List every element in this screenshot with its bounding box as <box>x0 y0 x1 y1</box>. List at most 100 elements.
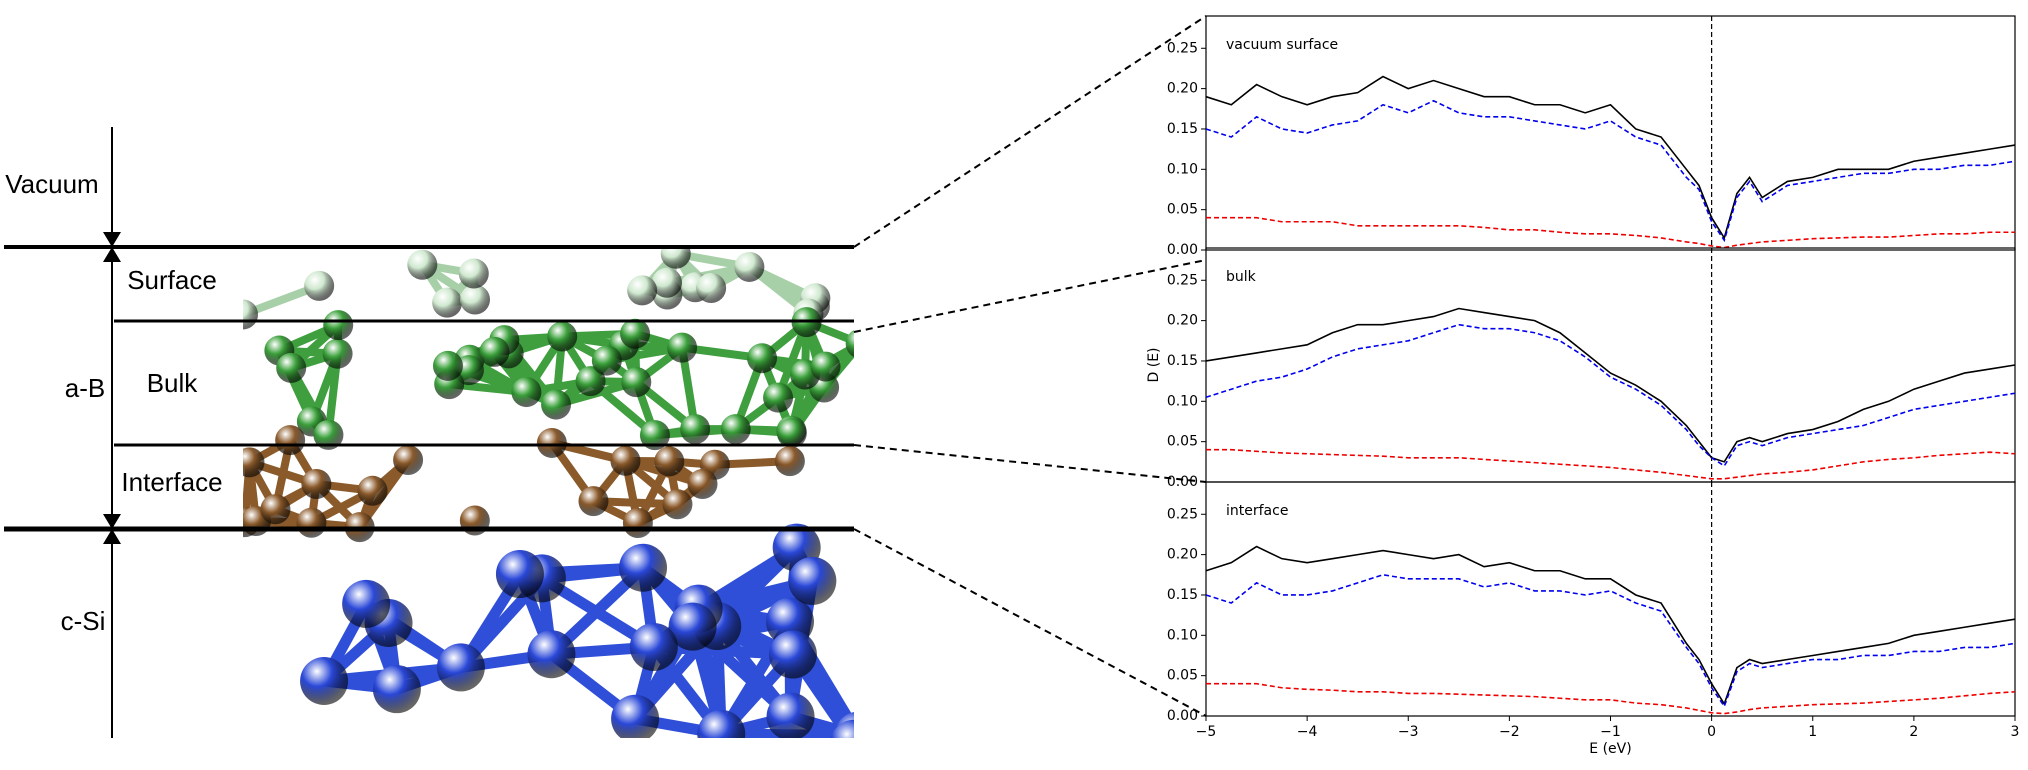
atom <box>323 310 354 341</box>
y-tick-label: 0.20 <box>1167 81 1198 97</box>
x-tick-label: 2 <box>1909 724 1918 740</box>
x-tick-label: 1 <box>1808 724 1817 740</box>
atom <box>654 446 685 477</box>
y-tick-label: 0.00 <box>1167 474 1198 490</box>
layer-label: c-Si <box>61 606 106 636</box>
y-tick-label: 0.10 <box>1167 627 1198 643</box>
y-tick-label: 0.25 <box>1167 506 1198 522</box>
layer-label: Bulk <box>147 368 199 398</box>
dos-line <box>1205 99 2016 243</box>
atom <box>619 543 668 592</box>
atom <box>662 489 693 520</box>
y-tick-label: 0.05 <box>1167 434 1198 450</box>
atom <box>436 643 485 692</box>
layer-lines <box>4 127 854 738</box>
dos-line <box>1205 323 2016 467</box>
atom <box>296 507 327 538</box>
atom <box>479 336 510 367</box>
atom <box>393 445 424 476</box>
y-tick-label: 0.15 <box>1167 121 1198 137</box>
atom <box>322 338 353 369</box>
atom <box>620 318 651 349</box>
x-tick-label: 0 <box>1707 724 1716 740</box>
x-tick-label: −3 <box>1398 724 1419 740</box>
layer-label: Vacuum <box>5 169 98 199</box>
atom <box>313 419 344 450</box>
atom <box>622 507 653 538</box>
atom <box>629 622 678 671</box>
atom <box>810 351 841 382</box>
atom <box>527 630 576 679</box>
dos-line <box>1206 448 2016 480</box>
atom <box>639 420 670 451</box>
atom <box>407 249 438 280</box>
y-tick-label: 0.00 <box>1167 242 1198 258</box>
connector <box>853 444 1207 483</box>
dos-line <box>1205 75 2016 240</box>
atom <box>243 299 259 330</box>
dos-line <box>1206 682 2016 715</box>
y-tick-label: 0.20 <box>1167 547 1198 563</box>
atom <box>610 445 641 476</box>
atom <box>696 272 727 303</box>
atom <box>460 284 491 315</box>
panel-annotation: vacuum surface <box>1226 37 1338 53</box>
zoom-connectors <box>853 15 1207 717</box>
atom <box>578 486 609 517</box>
panel-annotation: bulk <box>1226 269 1257 285</box>
y-tick-label: 0.25 <box>1167 40 1198 56</box>
dos-line <box>1206 216 2015 249</box>
atom <box>788 556 837 605</box>
atom <box>621 367 652 398</box>
plot-frame <box>1205 15 2016 251</box>
atom <box>575 366 606 397</box>
atom <box>845 330 854 358</box>
y-tick-label: 0.20 <box>1167 313 1198 329</box>
atom <box>611 694 660 738</box>
atom <box>774 446 805 477</box>
atom <box>768 630 817 679</box>
atom <box>660 247 691 269</box>
dos-line <box>1205 545 2016 706</box>
atom <box>668 602 717 651</box>
atom <box>276 352 307 383</box>
layer-label: a-B <box>65 373 105 403</box>
atom <box>300 657 349 706</box>
y-tick-label: 0.00 <box>1167 708 1198 724</box>
x-tick-label: 3 <box>2011 724 2020 740</box>
connector <box>853 15 1207 248</box>
plot-frame <box>1205 247 2016 483</box>
atom <box>747 343 778 374</box>
y-tick-label: 0.10 <box>1167 161 1198 177</box>
x-tick-label: −2 <box>1499 724 1520 740</box>
atom <box>627 275 658 306</box>
atom <box>511 377 542 408</box>
layer-label: Interface <box>121 467 222 497</box>
atom <box>547 321 578 352</box>
atom <box>243 447 265 478</box>
atom <box>652 267 683 298</box>
chart-panel: 0.00 0.05 0.10 0.15 0.20 0.25 bulk D (E) <box>1146 247 2016 490</box>
panel-annotation: interface <box>1226 503 1288 519</box>
atom-structure <box>243 247 854 738</box>
connector <box>853 259 1207 333</box>
chart-panel: 0.00 0.05 0.10 0.15 0.20 0.25 vacuum surface <box>1167 15 2016 258</box>
y-tick-label: 0.05 <box>1167 202 1198 218</box>
layer-label: Surface <box>127 265 217 295</box>
chart-panel: 0.00 0.05 0.10 0.15 0.20 0.25 −5 −4 −3 −2 −1 0 1 2 3 in… <box>1167 481 2020 757</box>
atom <box>734 251 765 282</box>
atom <box>304 270 335 301</box>
y-axis-label: D (E) <box>1146 348 1162 383</box>
atom <box>697 709 746 738</box>
x-axis-label: E (eV) <box>1589 741 1631 757</box>
connector <box>853 528 1207 717</box>
y-tick-label: 0.15 <box>1167 587 1198 603</box>
x-tick-label: −4 <box>1297 724 1318 740</box>
y-tick-label: 0.15 <box>1167 353 1198 369</box>
atom <box>357 475 388 506</box>
dos-line <box>1205 573 2016 709</box>
atom <box>591 345 622 376</box>
atom <box>372 665 421 714</box>
atom <box>432 350 463 381</box>
